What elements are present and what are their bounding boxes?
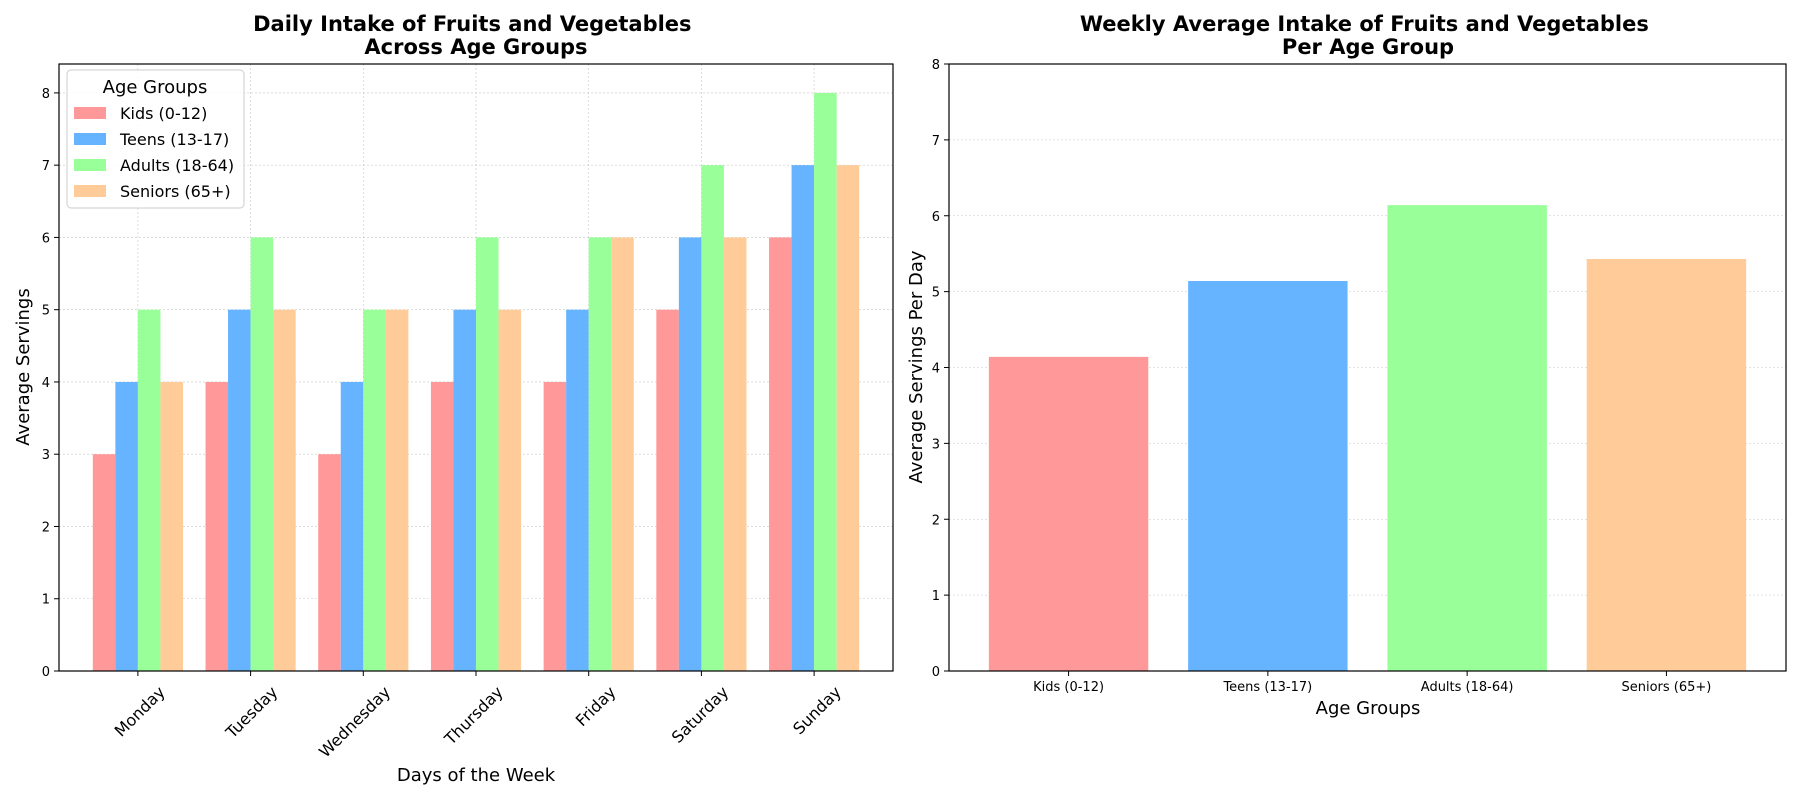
- bar-thursday-teens-13-17: [453, 309, 476, 671]
- y-tick-label: 4: [932, 362, 940, 377]
- y-tick-label: 7: [932, 134, 940, 149]
- daily-chart-x-axis-label: Days of the Week: [397, 765, 556, 786]
- y-tick-label: 8: [932, 58, 940, 73]
- bar-monday-adults-18-64: [137, 309, 161, 671]
- y-tick-label: 3: [932, 437, 940, 452]
- y-tick-label: 1: [932, 589, 940, 604]
- legend-label-adults-18-64: Adults (18-64): [120, 156, 234, 175]
- y-tick-label: 5: [42, 304, 50, 319]
- x-tick-label-seniors-65: Seniors (65+): [1621, 680, 1711, 695]
- daily-chart-y-ticks: 0 1 2 3 4 5 6 7 8: [42, 87, 59, 680]
- weekly-chart-title: Weekly Average Intake of Fruits and Vege…: [1080, 12, 1656, 59]
- y-tick-label: 6: [42, 231, 50, 246]
- bar-friday-teens-13-17: [566, 309, 589, 671]
- y-tick-label: 0: [42, 665, 50, 680]
- y-tick-label: 2: [932, 513, 940, 528]
- bar-sunday-kids-0-12: [769, 237, 792, 671]
- daily-chart-title-line-2: Across Age Groups: [364, 35, 587, 59]
- legend-swatch-adults-18-64: [74, 159, 106, 171]
- bar-thursday-adults-18-64: [476, 237, 499, 671]
- daily-chart-y-axis-label: Average Servings: [13, 288, 34, 445]
- daily-chart-title-line-1: Daily Intake of Fruits and Vegetables: [253, 12, 691, 36]
- x-tick-label-kids-0-12: Kids (0-12): [1033, 680, 1104, 695]
- weekly-average-chart: Weekly Average Intake of Fruits and Vege…: [906, 12, 1787, 719]
- y-tick-label: 5: [932, 286, 940, 301]
- legend-swatch-kids-0-12: [74, 107, 106, 119]
- bar-teens-13-17: [1188, 281, 1348, 671]
- bar-thursday-seniors-65: [498, 309, 522, 671]
- daily-chart-title: Daily Intake of Fruits and Vegetables Ac…: [253, 12, 699, 59]
- weekly-chart-x-axis-label: Age Groups: [1316, 698, 1421, 719]
- bar-monday-kids-0-12: [92, 454, 116, 671]
- bar-sunday-seniors-65: [836, 165, 860, 671]
- bar-tuesday-seniors-65: [273, 309, 296, 671]
- bar-saturday-kids-0-12: [656, 309, 679, 671]
- weekly-chart-y-axis-label: Average Servings Per Day: [906, 250, 927, 483]
- weekly-chart-y-ticks: 0 1 2 3 4 5 6 7 8: [932, 58, 949, 680]
- legend-swatch-seniors-65: [74, 185, 106, 197]
- y-tick-label: 8: [42, 87, 50, 102]
- y-tick-label: 4: [42, 376, 50, 391]
- legend-title: Age Groups: [103, 77, 208, 98]
- legend-label-teens-13-17: Teens (13-17): [119, 130, 229, 149]
- weekly-chart-bars: [988, 205, 1747, 671]
- bar-tuesday-teens-13-17: [228, 309, 251, 671]
- bar-monday-teens-13-17: [115, 381, 138, 671]
- bar-tuesday-kids-0-12: [205, 381, 229, 671]
- weekly-chart-title-line-2: Per Age Group: [1282, 35, 1454, 59]
- daily-chart-legend: Age Groups Kids (0-12) Teens (13-17) Adult…: [66, 69, 245, 209]
- y-tick-label: 1: [42, 593, 50, 608]
- bar-wednesday-adults-18-64: [363, 309, 386, 671]
- bar-friday-kids-0-12: [543, 381, 567, 671]
- weekly-chart-title-line-1: Weekly Average Intake of Fruits and Vege…: [1080, 12, 1649, 36]
- bar-saturday-seniors-65: [723, 237, 747, 671]
- daily-intake-chart: Daily Intake of Fruits and Vegetables Ac…: [13, 12, 894, 786]
- bar-thursday-kids-0-12: [430, 381, 454, 671]
- bar-wednesday-kids-0-12: [318, 454, 341, 671]
- bar-sunday-adults-18-64: [814, 92, 837, 671]
- daily-chart-bars: [92, 92, 860, 671]
- bar-seniors-65: [1586, 258, 1747, 671]
- legend-frame: [66, 69, 245, 209]
- bar-friday-adults-18-64: [588, 237, 612, 671]
- legend-items: Kids (0-12) Teens (13-17) Adults (18-64) Se…: [74, 104, 234, 201]
- bar-monday-seniors-65: [160, 381, 183, 671]
- bar-saturday-adults-18-64: [701, 165, 724, 671]
- x-tick-label-teens-13-17: Teens (13-17): [1222, 680, 1312, 695]
- bar-kids-0-12: [988, 356, 1149, 671]
- y-tick-label: 3: [42, 448, 50, 463]
- x-tick-label-adults-18-64: Adults (18-64): [1421, 680, 1514, 695]
- legend-swatch-teens-13-17: [74, 133, 106, 145]
- y-tick-label: 7: [42, 159, 50, 174]
- bar-wednesday-seniors-65: [385, 309, 409, 671]
- legend-label-seniors-65: Seniors (65+): [120, 182, 231, 201]
- bar-tuesday-adults-18-64: [250, 237, 274, 671]
- y-tick-label: 2: [42, 520, 50, 535]
- bar-saturday-teens-13-17: [678, 237, 702, 671]
- bar-wednesday-teens-13-17: [340, 381, 364, 671]
- legend-label-kids-0-12: Kids (0-12): [120, 104, 207, 123]
- y-tick-label: 0: [932, 665, 940, 680]
- bar-friday-seniors-65: [611, 237, 634, 671]
- bar-adults-18-64: [1387, 205, 1547, 671]
- y-tick-label: 6: [932, 210, 940, 225]
- weekly-chart-x-ticks: Kids (0-12) Teens (13-17) Adults (18-64) Se…: [1033, 671, 1711, 695]
- bar-sunday-teens-13-17: [791, 165, 815, 671]
